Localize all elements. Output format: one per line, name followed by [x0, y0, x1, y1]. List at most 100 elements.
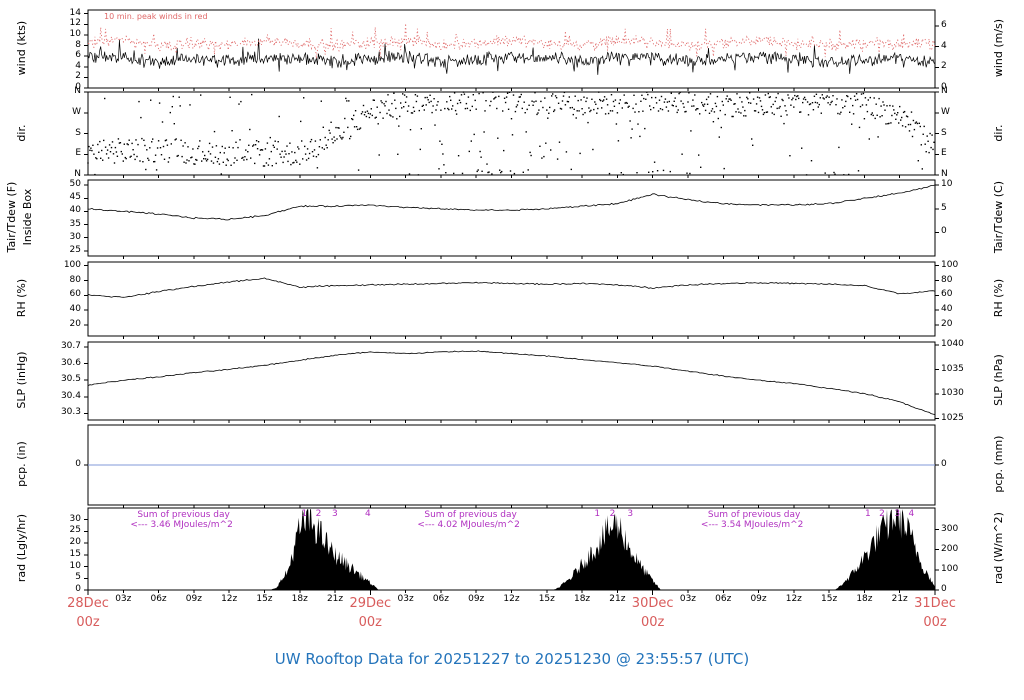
series-wind-direction — [913, 128, 916, 131]
series-wind-direction — [141, 137, 143, 140]
series-wind-direction — [179, 105, 181, 107]
series-wind-direction — [842, 107, 844, 109]
series-wind-direction — [204, 158, 207, 160]
series-wind-direction — [303, 97, 305, 99]
series-wind-direction — [666, 101, 669, 103]
series-wind-direction — [581, 108, 583, 110]
series-wind-direction — [553, 110, 555, 113]
y-tick-label-right-temp: 0 — [941, 226, 947, 237]
series-wind-direction — [122, 160, 124, 162]
series-wind-direction — [627, 106, 629, 108]
series-wind-direction — [299, 163, 301, 165]
series-wind-direction — [96, 158, 98, 160]
series-wind-direction — [455, 113, 458, 115]
series-wind-direction — [448, 108, 450, 111]
x-hour-label: 03z — [397, 594, 414, 604]
series-wind-direction — [775, 96, 777, 99]
series-wind-direction — [163, 158, 166, 160]
series-wind-direction — [286, 145, 288, 147]
series-wind-direction — [460, 94, 463, 96]
series-wind-direction — [301, 140, 303, 142]
series-wind-direction — [813, 95, 816, 97]
x-hour-label: 21z — [609, 594, 626, 604]
series-wind-direction — [556, 158, 559, 160]
series-wind-direction — [247, 151, 249, 153]
figure-title: UW Rooftop Data for 20251227 to 20251230… — [274, 650, 750, 668]
series-wind-direction — [717, 117, 719, 120]
series-wind-direction — [861, 104, 864, 106]
series-wind-direction — [565, 151, 568, 153]
series-wind-direction — [563, 91, 566, 94]
series-wind-direction — [834, 173, 836, 175]
series-wind-direction — [414, 94, 417, 96]
series-wind-direction — [232, 147, 234, 149]
series-wind-direction — [273, 146, 275, 148]
series-wind-direction — [583, 96, 585, 98]
series-wind-direction — [463, 93, 466, 95]
series-wind-direction — [369, 113, 371, 115]
panel-frame-temp — [87, 179, 936, 257]
series-wind-direction — [826, 95, 828, 97]
y-tick-label-left-temp: 30 — [69, 231, 81, 242]
series-wind-direction — [243, 159, 245, 161]
series-wind-direction — [828, 96, 830, 98]
series-wind-direction — [708, 112, 711, 114]
series-wind-direction — [402, 93, 404, 95]
series-wind-direction — [817, 106, 819, 108]
series-wind-direction — [297, 146, 299, 148]
series-wind-direction — [135, 139, 137, 141]
series-wind-direction — [350, 135, 352, 138]
series-wind-direction — [97, 143, 99, 146]
series-wind-direction — [125, 157, 127, 160]
series-wind-direction — [420, 128, 422, 130]
x-hour-label: 18z — [291, 594, 308, 604]
series-wind-direction — [774, 100, 776, 103]
series-wind-direction — [513, 172, 516, 175]
series-wind-direction — [853, 95, 856, 97]
series-wind-direction — [647, 93, 649, 96]
series-wind-direction — [601, 107, 603, 109]
series-wind-direction — [357, 169, 360, 171]
series-wind-direction — [107, 157, 110, 159]
series-wind-direction — [366, 110, 369, 112]
series-wind-direction — [915, 121, 918, 123]
series-wind-direction — [501, 170, 503, 173]
series-wind-direction — [671, 104, 673, 106]
series-wind-direction — [509, 170, 512, 172]
series-wind-direction — [252, 145, 254, 147]
series-wind-direction — [469, 109, 471, 112]
y-tick-label-left-rad: 0 — [75, 584, 81, 594]
series-wind-direction — [342, 136, 344, 139]
series-wind-direction — [711, 108, 714, 110]
series-wind-direction — [473, 133, 475, 136]
series-wind-direction — [373, 99, 375, 101]
series-wind-direction — [521, 107, 523, 110]
series-wind-direction — [313, 149, 316, 151]
series-wind-direction — [403, 106, 405, 108]
series-wind-direction — [697, 108, 699, 110]
series-wind-direction — [849, 111, 851, 113]
y-tick-label-left-pcp: 0 — [75, 459, 81, 469]
series-wind-direction — [504, 101, 507, 104]
series-wind-direction — [428, 101, 430, 104]
series-wind-direction — [589, 110, 591, 113]
rad-event-marker: 3 — [627, 509, 634, 519]
series-wind-direction — [199, 140, 201, 142]
series-wind-direction — [618, 102, 620, 105]
series-wind-direction — [773, 113, 775, 116]
series-wind-direction — [911, 135, 914, 138]
series-wind-direction — [344, 117, 346, 120]
series-wind-direction — [750, 102, 752, 104]
y-tick-label-right-slp: 1040 — [941, 339, 964, 350]
series-wind-direction — [153, 161, 155, 163]
series-wind-direction — [806, 101, 809, 103]
series-wind-direction — [748, 102, 750, 104]
series-peak-wind — [87, 23, 936, 59]
y-tick-label-right-rad: 100 — [941, 563, 959, 574]
series-wind-direction — [922, 133, 924, 135]
series-wind-direction — [275, 162, 277, 165]
peak-winds-note: 10 min. peak winds in red — [104, 12, 208, 21]
series-wind-direction — [429, 94, 431, 96]
